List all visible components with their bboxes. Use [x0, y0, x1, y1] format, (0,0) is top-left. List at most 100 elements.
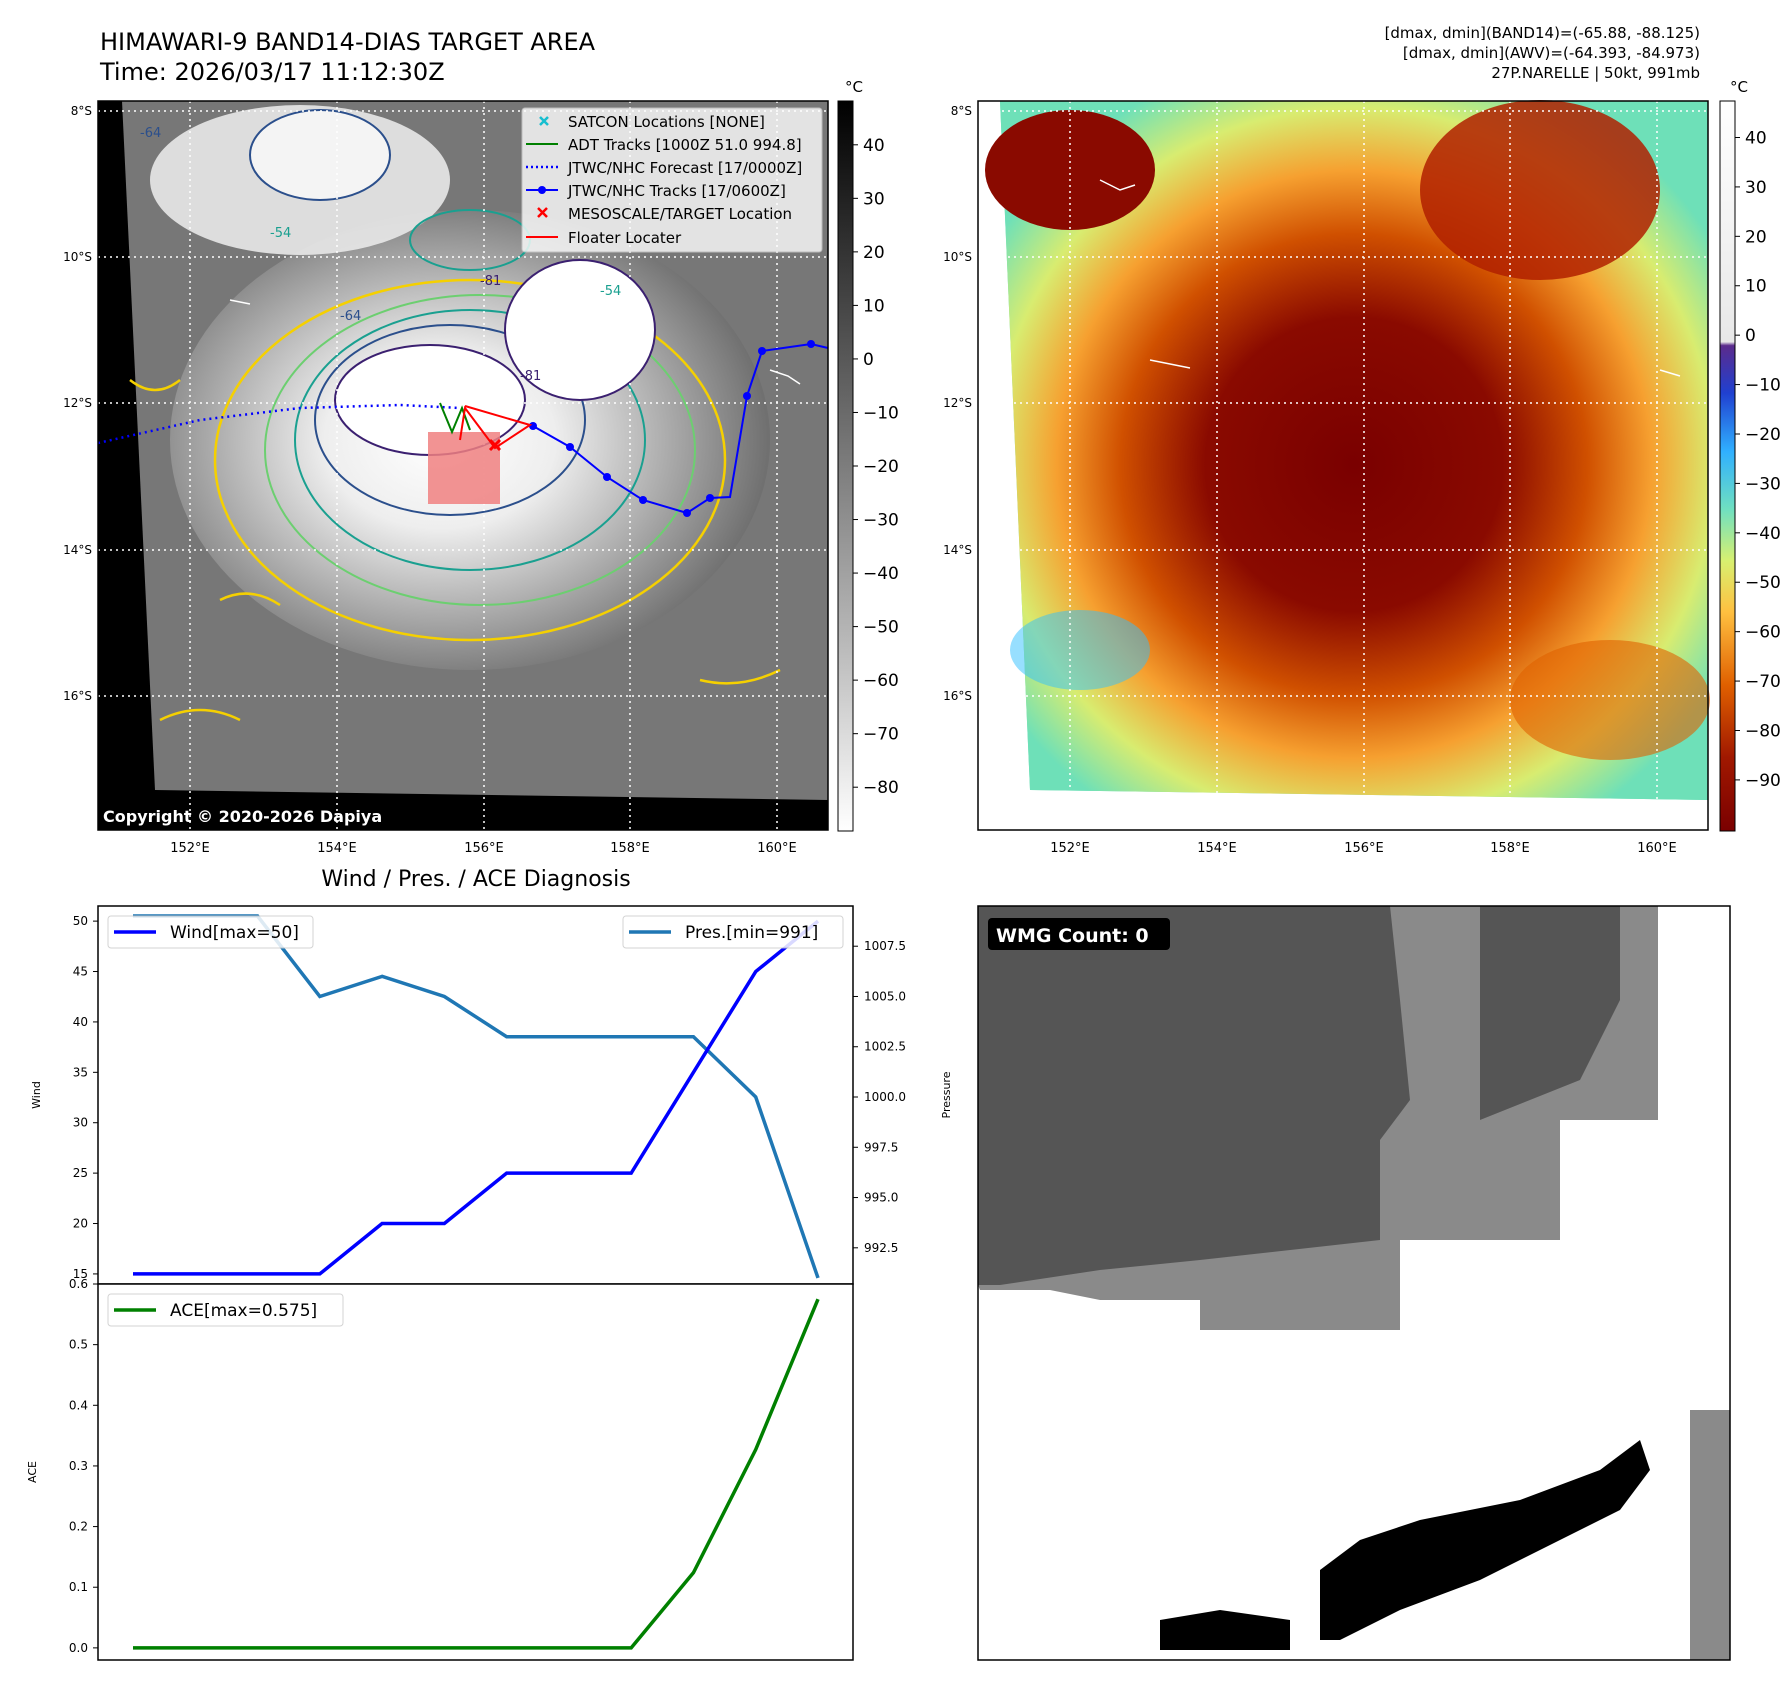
target-area-box	[428, 432, 500, 504]
colorbar-tick-label: −60	[863, 671, 899, 691]
wind-tick-label: 20	[73, 1217, 88, 1231]
legend-label: MESOSCALE/TARGET Location	[568, 205, 792, 223]
map2-frame	[977, 100, 1709, 831]
colorbar-tick-label: −80	[863, 778, 899, 798]
pressure-tick-label: 1007.5	[864, 939, 906, 953]
map2-gridlines	[978, 101, 1708, 830]
diagnosis-title: Wind / Pres. / ACE Diagnosis	[321, 867, 630, 892]
colorbar-tick-label: 30	[1745, 178, 1767, 198]
ir-color-map	[977, 100, 1710, 831]
colorbar-tick-label: −80	[1745, 721, 1781, 741]
lat-label: 16°S	[943, 689, 972, 703]
copyright-text: Copyright © 2020-2026 Dapiya	[103, 807, 382, 826]
ace-tick-label: 0.0	[69, 1641, 88, 1655]
wind-tick-label: 50	[73, 914, 88, 928]
colorbar-tick-label: −40	[1745, 524, 1781, 544]
ace-tick-label: 0.3	[69, 1459, 88, 1473]
wind-series-line	[133, 919, 820, 1276]
map-gridlines	[98, 101, 828, 830]
legend-label: SATCON Locations [NONE]	[568, 113, 765, 131]
colorbar-tick-label: −20	[1745, 425, 1781, 445]
ace-tick-label: 0.2	[69, 1520, 88, 1534]
ace-tick-label: 0.5	[69, 1338, 88, 1352]
colorbar-tick-label: −70	[1745, 672, 1781, 692]
colorbar-tick-label: 40	[863, 136, 885, 156]
colorbar-tick-label: −30	[863, 511, 899, 531]
contour-teal	[294, 309, 646, 571]
contour-blue	[314, 324, 586, 516]
ace-tick-label: 0.6	[69, 1277, 88, 1291]
wind-pressure-chart: Wind Pressure 15 20 25 30 35 40 45 50 992.5 995.…	[30, 905, 953, 1285]
pressure-legend-label: Pres.[min=991]	[685, 923, 818, 943]
colorbar-tick-label: −40	[863, 564, 899, 584]
lon-label: 154°E	[1197, 841, 1237, 856]
pressure-tick-label: 995.0	[864, 1191, 898, 1205]
contour-label: -64	[340, 309, 361, 324]
wind-left-ticks: 15 20 25 30 35 40 45 50	[73, 914, 98, 1281]
colorbar-tick-label: −50	[863, 618, 899, 638]
contour-north	[249, 109, 391, 201]
lat-label: 8°S	[951, 104, 972, 118]
colorbar-tick-label: 10	[863, 296, 885, 316]
map-legend: SATCON Locations [NONE] ADT Tracks [1000…	[521, 107, 823, 253]
ace-legend-label: ACE[max=0.575]	[170, 1301, 317, 1321]
lon-label: 158°E	[610, 841, 650, 856]
ace-tick-label: 0.4	[69, 1398, 88, 1412]
contour-label: -64	[140, 126, 161, 141]
adt-track	[439, 402, 471, 435]
contour-label: -54	[270, 226, 291, 241]
ace-axes-frame	[97, 1283, 854, 1661]
legend-label: ADT Tracks [1000Z 51.0 994.8]	[568, 136, 802, 154]
lat-label: 12°S	[63, 396, 92, 410]
contour-label: -81	[480, 274, 501, 289]
wmg-black-patch	[1160, 1610, 1290, 1650]
lat-label: 16°S	[63, 689, 92, 703]
legend-item: ADT Tracks [1000Z 51.0 994.8]	[526, 136, 802, 154]
map2-lat-labels: 8°S 10°S 12°S 14°S 16°S	[943, 104, 972, 703]
title-line-2: Time: 2026/03/17 11:12:30Z	[99, 58, 445, 86]
pressure-legend: Pres.[min=991]	[622, 915, 844, 949]
wmg-frame	[977, 905, 1731, 1661]
cold-cloud-ne	[1420, 100, 1660, 280]
pressure-legend-box	[622, 915, 844, 949]
wmg-count-label: WMG Count: 0	[996, 925, 1149, 947]
floater-locater	[459, 405, 533, 450]
wind-tick-label: 35	[73, 1065, 88, 1079]
legend-item: JTWC/NHC Forecast [17/0000Z]	[526, 159, 802, 177]
wind-tick-label: 45	[73, 965, 88, 979]
lat-label: 10°S	[63, 250, 92, 264]
colorbar-tick-label: −20	[863, 457, 899, 477]
wind-legend-box	[107, 915, 314, 949]
legend-item: MESOSCALE/TARGET Location	[537, 205, 792, 223]
lat-label: 8°S	[71, 104, 92, 118]
colorbar-tick-label: −10	[1745, 376, 1781, 396]
colorbar-gray-bar	[837, 100, 854, 832]
mesoscale-target-marker	[488, 438, 502, 452]
wind-legend: Wind[max=50]	[107, 915, 314, 949]
contour-yellow	[213, 278, 727, 642]
colorbar-tick-label: 20	[863, 243, 885, 263]
colorbar-tick-label: −10	[863, 403, 899, 423]
colorbar-tick-label: 10	[1745, 277, 1767, 297]
legend-label: JTWC/NHC Forecast [17/0000Z]	[567, 159, 802, 177]
lon-label: 156°E	[1344, 841, 1384, 856]
pressure-tick-label: 1002.5	[864, 1040, 906, 1054]
lon-label: 160°E	[757, 841, 797, 856]
colorbar-tick-label: 30	[863, 189, 885, 209]
jtwc-forecast-track	[97, 403, 461, 445]
colorbar-tick-label: 40	[1745, 129, 1767, 149]
ace-legend-box	[107, 1293, 344, 1327]
colorbar-tick-label: 0	[863, 350, 874, 370]
wmg-white-region	[1000, 1380, 1650, 1650]
contour-scattered	[129, 379, 781, 722]
wmg-dark-gray-patch	[1480, 906, 1620, 1120]
colorbar-gray-ticks: 40 30 20 10 0 −10 −20 −30 −40 −50 −60 −70 −80	[853, 136, 899, 798]
lon-label: 152°E	[170, 841, 210, 856]
wind-tick-label: 30	[73, 1116, 88, 1130]
coastline	[1099, 179, 1681, 377]
wind-tick-label: 40	[73, 1015, 88, 1029]
ace-axis-label: ACE	[26, 1461, 39, 1483]
track-dot-icon	[538, 186, 546, 194]
lon-label: 152°E	[1050, 841, 1090, 856]
satcon-x-icon	[539, 116, 549, 126]
